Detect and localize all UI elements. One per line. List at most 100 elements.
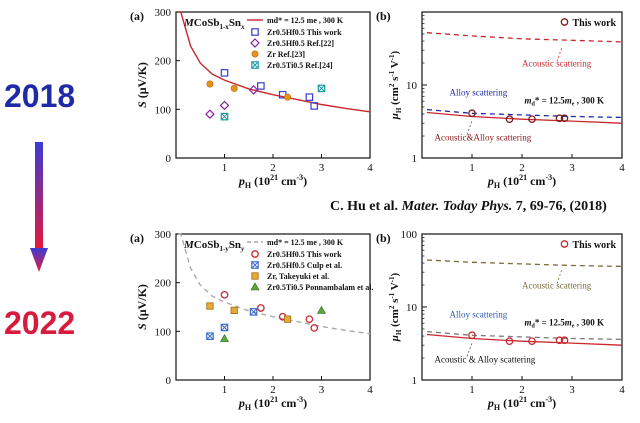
top-left-ytick-label-0: 0 — [166, 153, 172, 165]
top-left-ylabel: S (μV/K) — [135, 62, 149, 108]
bottom-left-point-s0-1 — [257, 304, 265, 312]
top-left-ytick-label-1: 100 — [155, 104, 172, 116]
bottom-left-xtick-label-3: 4 — [367, 384, 373, 396]
bottom-left-point-s3-1 — [316, 305, 327, 314]
top-left-point-s3-1-cross — [317, 84, 326, 92]
citation-authors: C. Hu et al. — [330, 199, 402, 214]
top-right-label-both: Acoustic&Alloy scattering — [435, 132, 532, 142]
top-left-ytick-label-3: 300 — [155, 7, 172, 19]
top-left-legend-label-1: Zr0.5Hf0.5 Ref.[22] — [267, 39, 334, 48]
bottom-right-legend-label: This work — [573, 240, 617, 251]
bottom-left-point-s1-0 — [206, 332, 214, 341]
bottom-left-point-s2-0 — [206, 302, 214, 310]
bottom-right-xtick-label-2: 3 — [569, 384, 575, 396]
top-left-legend-swatch-0 — [251, 28, 259, 36]
bottom-left-point-s2-1 — [230, 306, 238, 315]
bottom-left-point-s0-0 — [220, 290, 229, 299]
bottom-right-point-3 — [555, 336, 564, 345]
top-right-chart: 1 2 3 4 1 10 pH (1021 cm-3) (b) μH (cm2 s-1 V-1)… — [376, 9, 625, 190]
bottom-left-legend-label-1: Zr0.5Hf0.5 Culp et al. — [267, 261, 342, 270]
bottom-left-title: MCoSb1-ySny — [183, 239, 245, 253]
top-left-legend-swatch-3-box — [251, 61, 259, 69]
bottom-left-point-s1-2-cross — [250, 308, 258, 316]
top-right-line-2 — [426, 111, 623, 124]
top-left-point-s3-1-box — [317, 84, 326, 93]
bottom-left-legend-label-0: Zr0.5Hf0.5 This work — [267, 250, 342, 259]
bottom-left-chart: 1 2 3 4 0 100 200 300 pH (1021 cm-3) (a) S (μV/K) M… — [130, 229, 374, 412]
bottom-left-point-s1-0-box — [206, 332, 214, 341]
year-label-2022: 2022 — [4, 305, 76, 341]
bottom-right-pointer-acoustic — [556, 269, 563, 284]
year-label-2018: 2018 — [4, 78, 76, 114]
top-left-legend-label-0: Zr0.5Hf0.5 This work — [267, 28, 342, 37]
citation-rest: 7, 69-76, (2018) — [512, 199, 607, 214]
bottom-right-line-0 — [426, 259, 623, 268]
top-left-legend-swatch-1 — [250, 38, 260, 48]
citation-journal: Mater. Today Phys. — [401, 199, 513, 214]
top-left-point-s2-2 — [284, 93, 292, 101]
bottom-right-line-1 — [426, 330, 623, 341]
bottom-right-label-both: Acoustic & Alloy scattering — [435, 354, 536, 364]
top-left-legend-swatch-2 — [251, 50, 259, 58]
bottom-left-point-s2-2 — [283, 315, 292, 323]
bottom-right-point-4 — [560, 336, 569, 345]
top-right-xtick-label-0: 1 — [469, 162, 475, 174]
bottom-left-point-s0-4 — [310, 324, 319, 332]
bottom-left-legend-label-3: Zr0.5Ti0.5 Ponnambalam et al. — [267, 283, 374, 292]
top-right-xtick-label-1: 2 — [519, 162, 525, 174]
top-left-point-s1-2 — [248, 85, 259, 95]
top-left-title: MCoSb1-xSnx — [183, 17, 245, 31]
bottom-left-point-s1-1-box — [220, 323, 229, 332]
bottom-left-point-s0-3 — [305, 315, 314, 324]
bottom-right-ytick-label-2: 100 — [401, 229, 418, 241]
top-right-point-4 — [560, 114, 569, 123]
bottom-left-legend-swatch-0 — [251, 250, 259, 258]
top-left-legend-label-3: Zr0.5Ti0.5 Ref.[24] — [267, 61, 333, 70]
bottom-left-model-curve — [178, 233, 371, 335]
top-right-point-3 — [555, 114, 564, 123]
bottom-right-xlabel: pH (1021 cm-3) — [487, 395, 556, 412]
top-left-point-s1-0 — [205, 109, 215, 120]
top-left-point-s0-1 — [257, 82, 265, 90]
bottom-left-ytick-label-2: 200 — [155, 278, 172, 290]
bottom-left-ytick-label-1: 100 — [155, 326, 172, 338]
top-left-chart: 1 2 3 4 0 100 200 300 pH (1021 cm-3) (a) S (μV/K) M… — [130, 7, 373, 190]
bottom-left-ylabel: S (μV/K) — [135, 284, 149, 330]
top-right-ytick-label-0: 1 — [412, 153, 418, 165]
top-left-legend-curve: md* = 12.5 me , 300 K — [267, 16, 344, 25]
top-left-ytick-label-2: 200 — [155, 56, 172, 68]
top-left-point-s0-0 — [220, 69, 229, 77]
arrow-head — [30, 248, 48, 272]
bottom-left-legend-swatch-1-box — [251, 261, 259, 269]
top-right-point-1 — [505, 115, 514, 124]
bottom-left-ytick-label-3: 300 — [155, 229, 172, 241]
bottom-right-legend-swatch — [560, 240, 569, 248]
timeline-arrow — [30, 142, 48, 272]
bottom-left-legend-label-2: Zr, Takeyuki et al. — [267, 272, 329, 281]
bottom-right-annotation: md* = 12.5me , 300 K — [525, 317, 604, 329]
bottom-right-line-2 — [426, 333, 623, 346]
bottom-left-point-s1-2 — [249, 308, 258, 316]
top-left-legend-swatch-3 — [251, 61, 259, 69]
top-right-legend-label: This work — [573, 18, 617, 29]
top-right-legend-swatch — [560, 18, 569, 26]
top-right-annotation: md* = 12.5me , 300 K — [525, 95, 604, 107]
top-left-point-s0-4 — [310, 102, 319, 110]
top-right-label-alloy: Alloy scattering — [450, 87, 508, 97]
top-right-xlabel: pH (1021 cm-3) — [487, 173, 556, 190]
bottom-left-legend-swatch-1-cross — [251, 261, 259, 269]
top-left-point-s3-1 — [317, 84, 326, 93]
bottom-left-point-s1-1-cross — [220, 323, 229, 331]
bottom-right-xtick-label-3: 4 — [619, 384, 625, 396]
bottom-right-point-0 — [468, 331, 476, 340]
bottom-left-point-s1-1 — [220, 323, 229, 332]
top-left-point-s2-1 — [230, 84, 238, 92]
top-right-ytick-label-1: 10 — [406, 80, 418, 92]
top-left-xtick-label-0: 1 — [222, 162, 228, 174]
top-right-xtick-label-2: 3 — [569, 162, 575, 174]
top-left-model-curve — [178, 11, 371, 113]
top-right-point-0 — [468, 109, 476, 118]
top-right-xtick-label-3: 4 — [619, 162, 625, 174]
arrow-shaft — [35, 142, 43, 250]
